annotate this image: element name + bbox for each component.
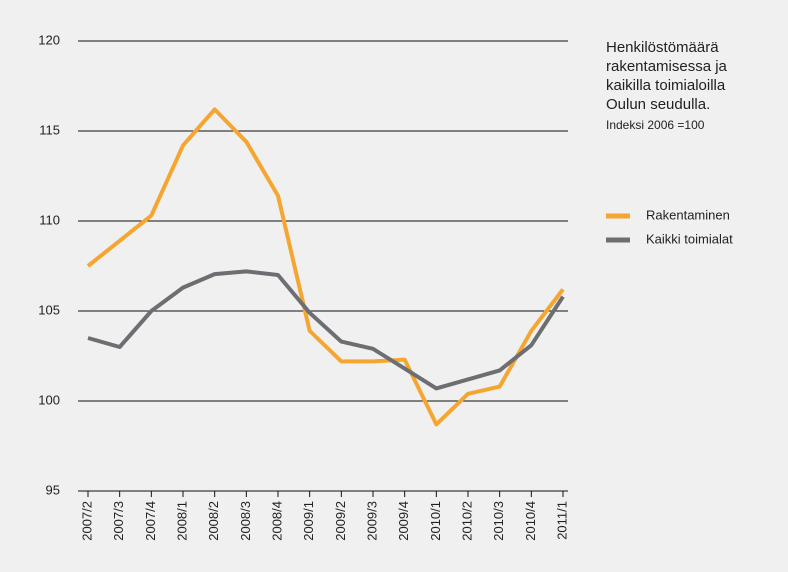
- x-tick-label: 2010/3: [491, 501, 506, 541]
- x-tick-label: 2011/1: [554, 501, 569, 540]
- y-tick-label: 105: [38, 302, 60, 317]
- x-tick-label: 2008/1: [174, 501, 189, 541]
- x-tick-label: 2008/2: [206, 501, 221, 541]
- x-tick-label: 2010/4: [523, 501, 538, 541]
- x-tick-label: 2010/1: [428, 501, 443, 541]
- line-series: [87, 269, 565, 391]
- x-tick-label: 2009/3: [364, 501, 379, 541]
- x-tick-label: 2010/2: [459, 501, 474, 541]
- x-tick-label: 2009/1: [301, 501, 316, 541]
- line-series: [86, 107, 565, 427]
- y-tick-label: 95: [46, 482, 60, 497]
- legend-label: Rakentaminen: [646, 207, 730, 222]
- x-tick-label: 2008/4: [269, 501, 284, 541]
- x-tick-label: 2007/3: [111, 501, 126, 541]
- y-tick-label: 110: [39, 212, 60, 227]
- legend-label: Kaikki toimialat: [646, 231, 733, 246]
- x-tick-label: 2009/4: [396, 501, 411, 541]
- y-tick-label: 100: [38, 392, 60, 407]
- y-tick-label: 115: [39, 122, 60, 137]
- chart-title: Henkilöstömäärä rakentamisessa ja kaikil…: [606, 39, 727, 113]
- x-tick-label: 2009/2: [333, 501, 348, 541]
- x-tick-label: 2008/3: [238, 501, 253, 541]
- x-tick-label: 2007/2: [79, 501, 94, 541]
- y-tick-label: 120: [38, 32, 60, 47]
- chart-subtitle: Indeksi 2006 =100: [606, 118, 705, 132]
- x-tick-label: 2007/4: [143, 501, 158, 541]
